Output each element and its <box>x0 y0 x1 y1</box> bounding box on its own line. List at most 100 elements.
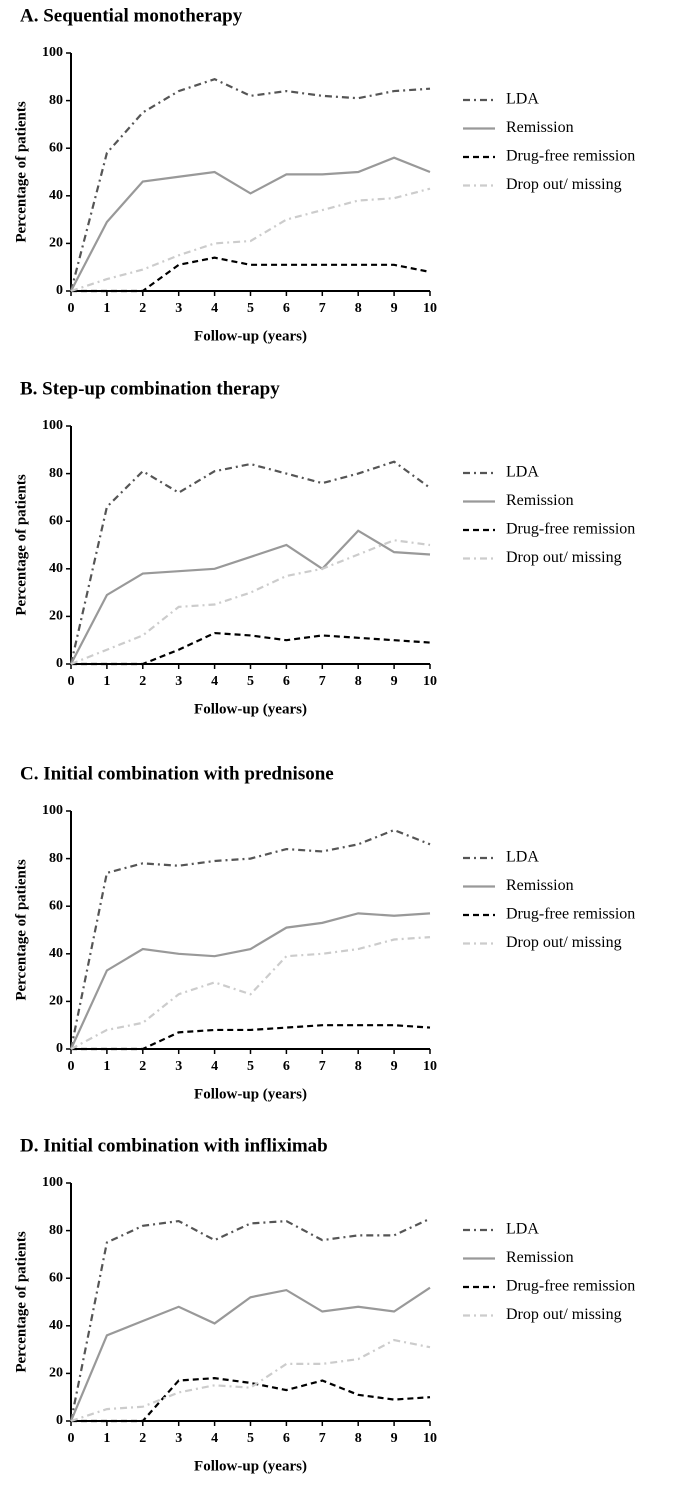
x-axis-title: Follow-up (years) <box>194 701 307 717</box>
series-line <box>69 912 431 1050</box>
y-tick-label: 80 <box>49 466 63 481</box>
y-tick-label: 0 <box>56 656 63 671</box>
x-tick-label: 10 <box>423 1059 437 1074</box>
x-tick-label: 9 <box>391 301 398 316</box>
x-tick-label: 7 <box>319 674 326 689</box>
x-tick-label: 7 <box>319 1431 326 1446</box>
series-line <box>70 936 431 1050</box>
y-tick-label: 60 <box>49 1270 63 1285</box>
legend-label: Drug-free remission <box>506 521 635 538</box>
y-tick-label: 40 <box>49 1318 63 1333</box>
x-tick-label: 9 <box>391 674 398 689</box>
legend-label: Drop out/ missing <box>506 176 622 193</box>
x-tick-label: 8 <box>355 674 362 689</box>
legend-label: Drug-free remission <box>506 906 635 923</box>
x-tick-label: 6 <box>283 301 290 316</box>
x-tick-label: 5 <box>247 1059 254 1074</box>
x-tick-label: 6 <box>283 1431 290 1446</box>
y-tick-label: 60 <box>49 513 63 528</box>
legend-label: Drop out/ missing <box>506 1306 622 1323</box>
series-line <box>70 529 431 665</box>
legend-label: Remission <box>506 1249 574 1266</box>
x-tick-label: 5 <box>247 301 254 316</box>
x-tick-label: 1 <box>103 1059 110 1074</box>
x-tick-label: 2 <box>139 1059 146 1074</box>
chart-title: D. Initial combination with infliximab <box>20 1135 328 1156</box>
chart-title: B. Step-up combination therapy <box>20 378 280 399</box>
x-tick-label: 5 <box>247 1431 254 1446</box>
y-tick-label: 60 <box>49 140 63 155</box>
x-axis-title: Follow-up (years) <box>194 1458 307 1474</box>
x-tick-label: 0 <box>68 1059 75 1074</box>
legend-label: LDA <box>506 849 539 866</box>
legend-label: Drop out/ missing <box>506 549 622 566</box>
x-tick-label: 9 <box>391 1431 398 1446</box>
x-tick-label: 4 <box>211 674 218 689</box>
y-axis-title: Percentage of patients <box>13 101 29 243</box>
chart-title: A. Sequential monotherapy <box>20 5 243 26</box>
y-tick-label: 80 <box>49 1223 63 1238</box>
y-tick-label: 80 <box>49 93 63 108</box>
x-tick-label: 3 <box>175 1059 182 1074</box>
series-line <box>69 77 431 292</box>
series-line <box>70 1338 431 1423</box>
series-line <box>71 1377 431 1423</box>
series-line <box>70 156 431 292</box>
legend-label: Remission <box>506 877 574 894</box>
y-tick-label: 0 <box>56 1041 63 1056</box>
x-tick-label: 3 <box>175 674 182 689</box>
series-line <box>70 539 431 666</box>
y-tick-label: 0 <box>56 283 63 298</box>
x-tick-label: 1 <box>103 301 110 316</box>
x-tick-label: 3 <box>175 1431 182 1446</box>
x-tick-label: 2 <box>139 1431 146 1446</box>
x-tick-label: 0 <box>68 1431 75 1446</box>
legend-label: Remission <box>506 492 574 509</box>
x-tick-label: 4 <box>211 301 218 316</box>
x-tick-label: 2 <box>139 674 146 689</box>
y-tick-label: 40 <box>49 946 63 961</box>
series-line <box>69 1286 431 1422</box>
y-tick-label: 0 <box>56 1413 63 1428</box>
series-line <box>69 460 431 665</box>
x-tick-label: 10 <box>423 301 437 316</box>
series-line <box>71 1024 431 1051</box>
y-tick-label: 40 <box>49 188 63 203</box>
x-tick-label: 0 <box>68 301 75 316</box>
x-tick-label: 8 <box>355 301 362 316</box>
x-tick-label: 9 <box>391 1059 398 1074</box>
x-tick-label: 10 <box>423 674 437 689</box>
series-line <box>71 631 431 666</box>
legend-label: LDA <box>506 1221 539 1238</box>
y-tick-label: 100 <box>42 803 63 818</box>
y-tick-label: 60 <box>49 898 63 913</box>
y-tick-label: 20 <box>49 236 63 251</box>
x-axis-title: Follow-up (years) <box>194 1086 307 1102</box>
legend-label: Remission <box>506 119 574 136</box>
y-tick-label: 80 <box>49 851 63 866</box>
y-axis-title: Percentage of patients <box>13 1231 29 1373</box>
x-tick-label: 4 <box>211 1431 218 1446</box>
x-tick-label: 2 <box>139 301 146 316</box>
legend-label: Drug-free remission <box>506 148 635 165</box>
x-tick-label: 3 <box>175 301 182 316</box>
y-tick-label: 20 <box>49 994 63 1009</box>
x-tick-label: 0 <box>68 674 75 689</box>
x-tick-label: 4 <box>211 1059 218 1074</box>
x-tick-label: 1 <box>103 1431 110 1446</box>
x-axis-title: Follow-up (years) <box>194 328 307 344</box>
y-tick-label: 100 <box>42 418 63 433</box>
legend-label: Drop out/ missing <box>506 934 622 951</box>
chart-title: C. Initial combination with prednisone <box>20 763 334 784</box>
x-tick-label: 5 <box>247 674 254 689</box>
y-axis-title: Percentage of patients <box>13 859 29 1001</box>
x-tick-label: 7 <box>319 1059 326 1074</box>
x-tick-label: 8 <box>355 1431 362 1446</box>
series-line <box>70 187 431 293</box>
legend-label: Drug-free remission <box>506 1278 635 1295</box>
y-tick-label: 100 <box>42 1175 63 1190</box>
series-line <box>69 1217 431 1422</box>
x-tick-label: 6 <box>283 674 290 689</box>
y-tick-label: 100 <box>42 45 63 60</box>
